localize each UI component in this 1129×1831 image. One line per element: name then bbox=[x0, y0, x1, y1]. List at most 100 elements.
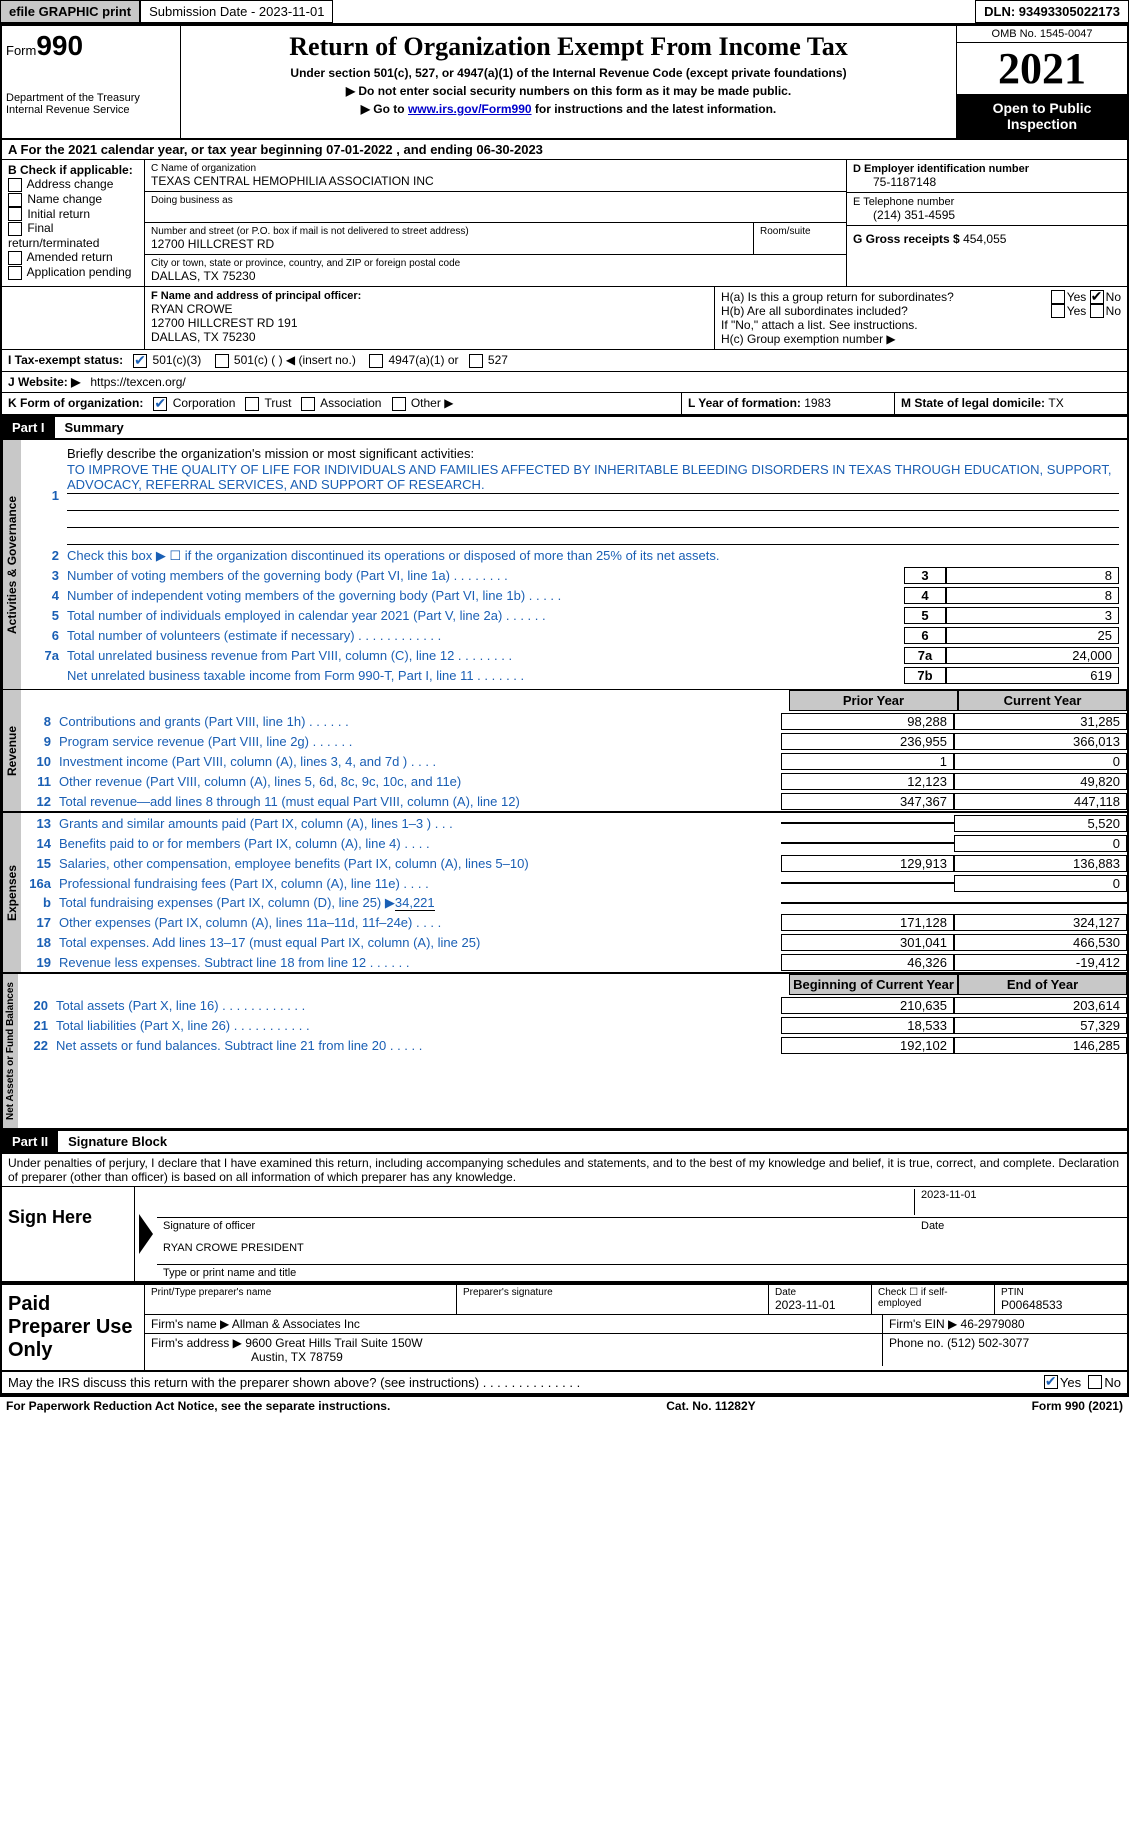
firm-addr1: 9600 Great Hills Trail Suite 150W bbox=[245, 1336, 422, 1350]
sig-officer-label: Signature of officer bbox=[163, 1220, 915, 1232]
line-a: A For the 2021 calendar year, or tax yea… bbox=[2, 140, 1127, 160]
dba-label: Doing business as bbox=[151, 195, 840, 206]
summary-line: 3Number of voting members of the governi… bbox=[29, 565, 1119, 585]
form-number: Form990 bbox=[6, 30, 176, 62]
check-amended[interactable]: Amended return bbox=[8, 250, 138, 265]
phone-label: Phone no. bbox=[889, 1336, 947, 1350]
b-label: B Check if applicable: bbox=[8, 163, 138, 177]
sign-here: Sign Here bbox=[2, 1187, 135, 1281]
check-initial-return[interactable]: Initial return bbox=[8, 207, 138, 222]
col-end: End of Year bbox=[958, 974, 1127, 995]
financial-line: 17Other expenses (Part IX, column (A), l… bbox=[21, 912, 1127, 932]
financial-line: 21Total liabilities (Part X, line 26) . … bbox=[18, 1015, 1127, 1035]
ein-value: 75-1187148 bbox=[853, 175, 1121, 189]
d-label: D Employer identification number bbox=[853, 163, 1121, 175]
form-title: Return of Organization Exempt From Incom… bbox=[187, 32, 950, 62]
financial-line: 8Contributions and grants (Part VIII, li… bbox=[21, 711, 1127, 731]
efile-button[interactable]: efile GRAPHIC print bbox=[0, 0, 140, 23]
c-label: C Name of organization bbox=[151, 163, 840, 174]
city-label: City or town, state or province, country… bbox=[151, 258, 840, 269]
financial-line: 16aProfessional fundraising fees (Part I… bbox=[21, 873, 1127, 893]
summary-line: 4Number of independent voting members of… bbox=[29, 585, 1119, 605]
summary-line: 7aTotal unrelated business revenue from … bbox=[29, 645, 1119, 665]
financial-line: 14Benefits paid to or for members (Part … bbox=[21, 833, 1127, 853]
part1-title: Summary bbox=[55, 420, 124, 435]
check-app-pending[interactable]: Application pending bbox=[8, 265, 138, 280]
hc-label: H(c) Group exemption number ▶ bbox=[721, 332, 1121, 346]
financial-line: 10Investment income (Part VIII, column (… bbox=[21, 751, 1127, 771]
paid-preparer: Paid Preparer Use Only bbox=[2, 1285, 145, 1370]
arrow-icon bbox=[139, 1214, 153, 1254]
ptin-label: PTIN bbox=[1001, 1287, 1121, 1298]
form-header: Form990 Department of the Treasury Inter… bbox=[0, 24, 1129, 140]
dept-treasury: Department of the Treasury bbox=[6, 92, 176, 104]
tab-revenue: Revenue bbox=[2, 690, 21, 811]
submission-date: Submission Date - 2023-11-01 bbox=[140, 0, 333, 23]
officer-name: RYAN CROWE bbox=[151, 302, 708, 316]
check-527[interactable] bbox=[469, 354, 483, 368]
year-formation: 1983 bbox=[804, 396, 831, 410]
irs-label: Internal Revenue Service bbox=[6, 104, 176, 116]
prep-date: 2023-11-01 bbox=[775, 1298, 865, 1312]
check-4947[interactable] bbox=[369, 354, 383, 368]
street-value: 12700 HILLCREST RD bbox=[151, 237, 747, 251]
gross-receipts: 454,055 bbox=[963, 232, 1006, 246]
ha-no[interactable] bbox=[1090, 290, 1104, 304]
ha-yes[interactable] bbox=[1051, 290, 1065, 304]
prep-date-label: Date bbox=[775, 1287, 865, 1298]
firm-addr2: Austin, TX 78759 bbox=[151, 1350, 343, 1364]
hb-note: If "No," attach a list. See instructions… bbox=[721, 318, 1121, 332]
city-value: DALLAS, TX 75230 bbox=[151, 269, 840, 283]
fundraising-total: 34,221 bbox=[395, 895, 435, 911]
line2: Check this box ▶ ☐ if the organization d… bbox=[67, 548, 1119, 564]
financial-line: 13Grants and similar amounts paid (Part … bbox=[21, 813, 1127, 833]
firm-name-label: Firm's name ▶ bbox=[151, 1317, 232, 1331]
m-label: M State of legal domicile: bbox=[901, 396, 1048, 410]
hb-label: H(b) Are all subordinates included? bbox=[721, 304, 1051, 318]
tab-expenses: Expenses bbox=[2, 813, 21, 972]
e-label: E Telephone number bbox=[853, 196, 1121, 208]
tab-activities: Activities & Governance bbox=[2, 440, 21, 689]
col-prior: Prior Year bbox=[789, 690, 958, 711]
discuss-yes[interactable] bbox=[1044, 1375, 1058, 1389]
officer-addr1: 12700 HILLCREST RD 191 bbox=[151, 316, 708, 330]
financial-line: 15Salaries, other compensation, employee… bbox=[21, 853, 1127, 873]
check-trust[interactable] bbox=[245, 397, 259, 411]
ha-label: H(a) Is this a group return for subordin… bbox=[721, 290, 1051, 304]
phone-value: (214) 351-4595 bbox=[853, 208, 1121, 222]
check-corp[interactable] bbox=[153, 397, 167, 411]
state-domicile: TX bbox=[1048, 396, 1063, 410]
f-label: F Name and address of principal officer: bbox=[151, 290, 708, 302]
footer-right: Form 990 (2021) bbox=[1032, 1399, 1123, 1413]
hb-yes[interactable] bbox=[1051, 304, 1065, 318]
l-label: L Year of formation: bbox=[688, 396, 804, 410]
room-label: Room/suite bbox=[754, 223, 846, 254]
check-name-change[interactable]: Name change bbox=[8, 192, 138, 207]
irs-link[interactable]: www.irs.gov/Form990 bbox=[408, 102, 532, 116]
financial-line: 18Total expenses. Add lines 13–17 (must … bbox=[21, 932, 1127, 952]
dln: DLN: 93493305022173 bbox=[975, 0, 1129, 23]
officer-addr2: DALLAS, TX 75230 bbox=[151, 330, 708, 344]
part2-header: Part II bbox=[2, 1131, 58, 1152]
discuss-no[interactable] bbox=[1088, 1375, 1102, 1389]
check-other[interactable] bbox=[392, 397, 406, 411]
prep-name-label: Print/Type preparer's name bbox=[151, 1287, 450, 1298]
check-assoc[interactable] bbox=[301, 397, 315, 411]
check-final-return[interactable]: Final return/terminated bbox=[8, 221, 138, 250]
k-label: K Form of organization: bbox=[8, 396, 143, 410]
footer-left: For Paperwork Reduction Act Notice, see … bbox=[6, 1399, 390, 1413]
prep-check[interactable]: Check ☐ if self-employed bbox=[872, 1285, 995, 1314]
hb-no[interactable] bbox=[1090, 304, 1104, 318]
check-501c[interactable] bbox=[215, 354, 229, 368]
financial-line: 19Revenue less expenses. Subtract line 1… bbox=[21, 952, 1127, 972]
check-501c3[interactable] bbox=[133, 354, 147, 368]
i-label: I Tax-exempt status: bbox=[8, 353, 123, 367]
col-begin: Beginning of Current Year bbox=[789, 974, 958, 995]
ptin-value: P00648533 bbox=[1001, 1298, 1121, 1312]
firm-ein-label: Firm's EIN ▶ bbox=[889, 1317, 961, 1331]
g-label: G Gross receipts $ bbox=[853, 232, 963, 246]
check-address-change[interactable]: Address change bbox=[8, 177, 138, 192]
summary-line: 6Total number of volunteers (estimate if… bbox=[29, 625, 1119, 645]
financial-line: 9Program service revenue (Part VIII, lin… bbox=[21, 731, 1127, 751]
top-bar: efile GRAPHIC print Submission Date - 20… bbox=[0, 0, 1129, 24]
